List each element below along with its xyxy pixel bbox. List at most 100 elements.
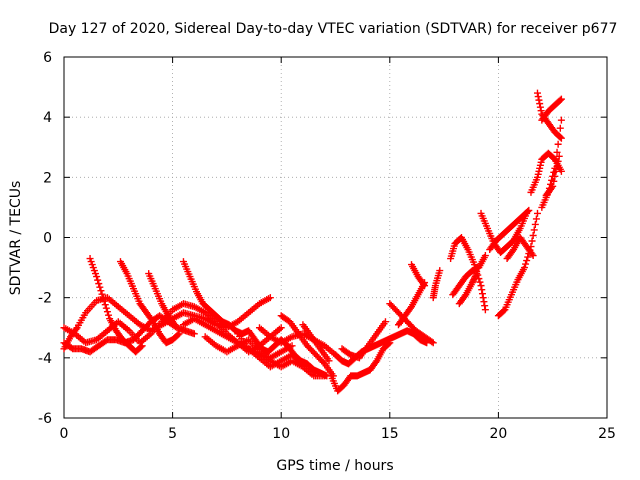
data-point: [171, 321, 179, 329]
series-track-27: [503, 234, 537, 263]
y-tick-label: 2: [43, 170, 52, 186]
y-tick-label: 4: [43, 110, 52, 126]
data-point: [428, 338, 436, 346]
data-point: [96, 283, 104, 291]
data-point: [529, 231, 537, 239]
data-point: [174, 331, 182, 339]
data-point: [266, 294, 274, 302]
data-point: [95, 280, 103, 288]
data-point: [554, 157, 562, 165]
data-point: [277, 324, 285, 332]
data-point: [472, 271, 480, 279]
data-point: [555, 132, 563, 140]
data-point: [100, 297, 108, 305]
x-tick-label: 10: [272, 426, 290, 442]
data-point: [102, 304, 110, 312]
data-point: [553, 148, 561, 156]
data-point: [522, 260, 530, 268]
data-point: [532, 215, 540, 223]
series-track-24: [477, 209, 531, 257]
data-point: [550, 177, 558, 185]
data-point: [537, 107, 545, 115]
y-axis-label: SDTVAR / TECUs: [8, 181, 24, 296]
data-point: [552, 167, 560, 175]
data-point: [536, 100, 544, 108]
data-point: [478, 290, 486, 298]
data-point: [436, 267, 444, 275]
data-markers: [60, 89, 565, 395]
data-point: [481, 306, 489, 314]
data-point: [529, 252, 537, 260]
data-point: [170, 319, 178, 327]
axis-ticks: [63, 56, 608, 419]
series-track-13: [299, 321, 333, 365]
data-point: [533, 89, 541, 97]
data-point: [528, 250, 536, 258]
data-point: [321, 372, 329, 380]
data-point: [99, 294, 107, 302]
series-track-16: [338, 318, 389, 362]
data-point: [175, 330, 183, 338]
data-point: [548, 184, 556, 192]
data-point: [319, 358, 327, 366]
data-point: [93, 273, 101, 281]
series-track-14: [327, 339, 394, 395]
series-track-30: [538, 95, 565, 124]
data-point: [557, 95, 565, 103]
data-point: [372, 358, 380, 366]
series-track-23: [455, 270, 481, 308]
chart-title: Day 127 of 2020, Sidereal Day-to-day VTE…: [49, 21, 618, 37]
data-point: [554, 140, 562, 148]
data-point: [500, 307, 508, 315]
x-tick-label: 5: [168, 426, 177, 442]
data-point: [509, 247, 517, 255]
data-point: [406, 304, 414, 312]
series-track-20: [429, 267, 444, 302]
data-point: [481, 302, 489, 310]
data-point: [536, 103, 544, 111]
data-point: [524, 253, 532, 261]
series-track-25: [486, 206, 533, 254]
data-point: [473, 270, 481, 278]
series-track-22: [449, 252, 489, 299]
data-point: [557, 116, 565, 124]
data-point: [138, 342, 146, 350]
data-point: [137, 343, 145, 351]
data-point: [101, 301, 109, 309]
data-point: [530, 226, 538, 234]
data-point: [535, 96, 543, 104]
data-point: [531, 220, 539, 228]
data-point: [94, 276, 102, 284]
y-tick-label: 6: [43, 50, 52, 66]
tick-labels: 0 5 10 15 20 25 -6 -4 -2 0 2 4 6: [38, 50, 616, 442]
data-point: [551, 172, 559, 180]
data-point: [421, 282, 429, 290]
series-track-5: [116, 258, 183, 347]
data-point: [523, 257, 531, 265]
data-point: [477, 282, 485, 290]
data-point: [549, 182, 557, 190]
data-point: [553, 162, 561, 170]
y-tick-label: 0: [43, 231, 52, 247]
data-point: [148, 316, 156, 324]
data-point: [481, 252, 489, 260]
series-track-6: [145, 270, 179, 329]
data-point: [98, 290, 106, 298]
data-point: [480, 298, 488, 306]
data-point: [190, 330, 198, 338]
data-point: [419, 280, 427, 288]
data-point: [556, 96, 564, 104]
data-point: [528, 237, 536, 245]
data-point: [97, 287, 105, 295]
data-point: [534, 93, 542, 101]
data-point: [520, 264, 528, 272]
series-track-17: [386, 300, 437, 347]
data-point: [479, 294, 487, 302]
x-tick-label: 15: [381, 426, 399, 442]
data-point: [476, 278, 484, 286]
series-track-32: [542, 152, 563, 199]
x-axis-label: GPS time / hours: [276, 458, 393, 474]
data-point: [381, 318, 389, 326]
